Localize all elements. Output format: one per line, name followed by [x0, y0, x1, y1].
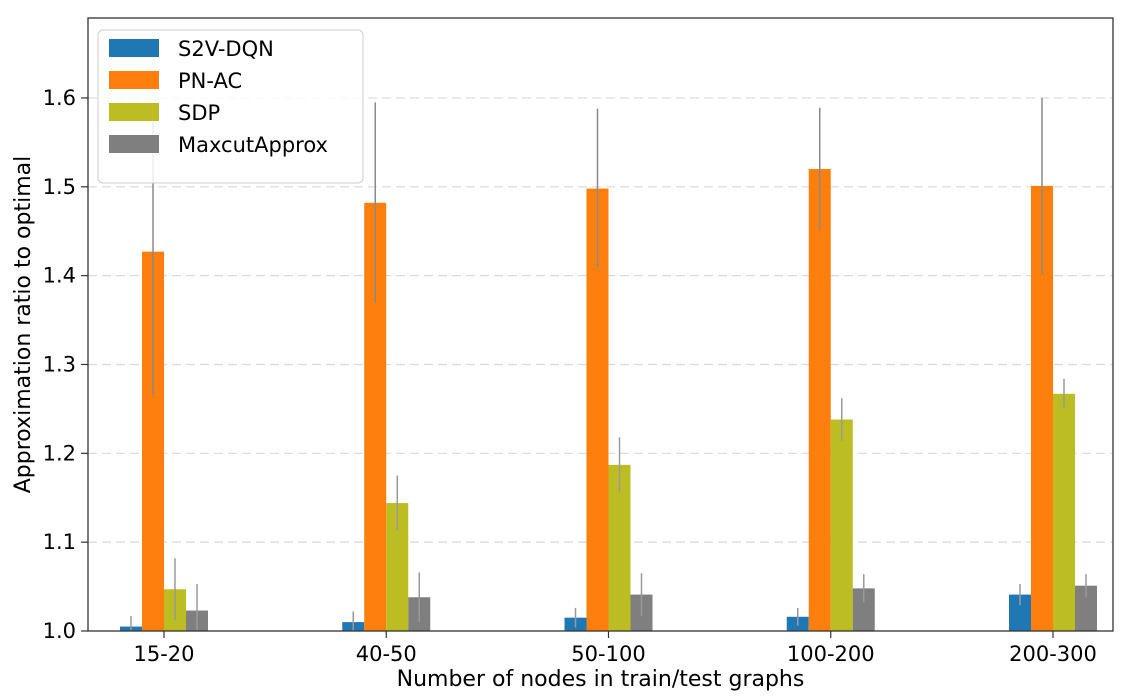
y-tick-label: 1.3 [43, 352, 76, 376]
y-tick-label: 1.1 [43, 530, 76, 554]
legend-label: MaxcutApprox [178, 133, 328, 157]
error-bars [130, 97, 1087, 631]
y-tick-label: 1.4 [43, 264, 76, 288]
plot-frame [87, 17, 1114, 632]
bar-pn-ac [364, 202, 387, 632]
y-axis-title: Approximation ratio to optimal [11, 156, 36, 494]
legend-swatch [109, 39, 159, 57]
x-tick-label: 100-200 [787, 642, 875, 666]
y-tick-label: 1.2 [43, 441, 76, 465]
bar-sdp [830, 419, 853, 631]
x-axis-title: Number of nodes in train/test graphs [397, 667, 805, 692]
legend-swatch [109, 103, 159, 121]
legend-label: S2V-DQN [178, 37, 274, 61]
bar-sdp [386, 503, 409, 631]
x-tick-label: 40-50 [356, 642, 417, 666]
legend: S2V-DQN PN-AC SDP MaxcutApprox [97, 29, 364, 184]
bar-pn-ac [586, 188, 609, 631]
legend-label: PN-AC [178, 69, 242, 93]
y-tick-label: 1.5 [43, 175, 76, 199]
y-tick-label: 1.6 [43, 86, 76, 110]
legend-box [97, 29, 364, 184]
x-tick-label: 15-20 [133, 642, 194, 666]
legend-label: SDP [178, 101, 220, 125]
bar-sdp [608, 464, 631, 631]
y-axis: 1.0 1.1 1.2 1.3 1.4 1.5 1.6 [43, 86, 88, 643]
bar-pn-ac [808, 169, 831, 631]
x-tick-label: 50-100 [571, 642, 645, 666]
bar-pn-ac [1031, 185, 1053, 631]
bar-s2v-dqn [1009, 594, 1031, 631]
bar-pn-ac [142, 251, 164, 631]
bar-sdp [1053, 393, 1075, 631]
x-tick-label: 200-300 [1009, 642, 1097, 666]
bar-maxcutapprox [852, 588, 875, 631]
y-tick-label: 1.0 [43, 619, 76, 643]
legend-swatch [109, 135, 159, 153]
bar-maxcutapprox [1075, 585, 1097, 631]
x-axis: 15-20 40-50 50-100 100-200 200-300 [133, 631, 1097, 666]
legend-swatch [109, 71, 159, 89]
bars [120, 169, 1097, 632]
